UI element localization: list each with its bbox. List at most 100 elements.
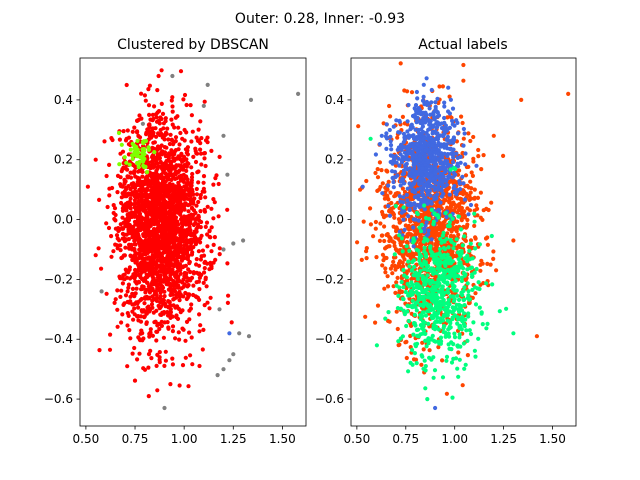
dbscan-point-series-0 (197, 312, 202, 317)
actual-point-series-1 (432, 117, 437, 122)
actual-point-series-0 (382, 196, 387, 201)
dbscan-point-series-0 (182, 201, 187, 206)
dbscan-point-series-2 (231, 241, 236, 246)
dbscan-point-series-0 (197, 329, 202, 334)
actual-point-series-1 (444, 214, 449, 220)
actual-point-series-1 (455, 161, 460, 166)
dbscan-point-series-0 (144, 217, 150, 222)
dbscan-point-series-0 (198, 323, 203, 328)
dbscan-point-series-0 (119, 320, 124, 325)
actual-point-series-1 (405, 144, 410, 149)
actual-point-series-2 (407, 248, 412, 253)
actual-point-series-1 (360, 184, 365, 189)
dbscan-point-series-0 (126, 152, 131, 157)
dbscan-point-series-0 (176, 330, 181, 335)
dbscan-point-series-0 (154, 338, 159, 343)
dbscan-point-series-0 (157, 360, 162, 365)
dbscan-point-series-0 (180, 363, 186, 368)
dbscan-point-series-0 (140, 260, 145, 265)
actual-point-series-0 (383, 266, 388, 271)
dbscan-point-series-0 (196, 272, 201, 277)
dbscan-point-series-0 (202, 207, 207, 212)
actual-point-series-1 (404, 153, 409, 158)
dbscan-point-series-0 (152, 183, 157, 188)
actual-points (355, 61, 571, 411)
actual-point-series-0 (412, 228, 417, 233)
actual-point-series-1 (441, 174, 446, 179)
actual-point-series-1 (433, 405, 438, 411)
actual-point-series-1 (442, 104, 447, 109)
dbscan-point-series-0 (161, 183, 166, 188)
dbscan-point-series-0 (124, 82, 129, 88)
actual-point-series-0 (469, 186, 474, 191)
actual-point-series-1 (396, 130, 401, 135)
dbscan-point-series-0 (146, 365, 151, 370)
actual-point-series-1 (424, 172, 429, 177)
actual-point-series-0 (468, 138, 473, 144)
actual-point-series-0 (394, 309, 399, 314)
actual-point-series-1 (452, 190, 458, 195)
actual-point-series-2 (450, 216, 455, 221)
dbscan-point-series-0 (176, 285, 181, 290)
dbscan-point-series-0 (107, 162, 112, 167)
dbscan-point-series-0 (170, 122, 175, 127)
dbscan-point-series-0 (209, 249, 214, 254)
actual-point-series-0 (464, 191, 469, 197)
dbscan-point-series-0 (175, 226, 181, 232)
dbscan-point-series-0 (159, 229, 164, 234)
dbscan-point-series-0 (143, 209, 148, 215)
scatter-panel-actual: Actual labels 0.50 0.75 1.00 1.25 1.500.40.2… (315, 37, 577, 446)
actual-point-series-0 (455, 210, 460, 215)
actual-point-series-0 (419, 362, 424, 367)
dbscan-point-series-0 (136, 209, 141, 215)
dbscan-point-series-0 (169, 292, 174, 297)
dbscan-point-series-0 (184, 237, 189, 243)
dbscan-point-series-0 (136, 201, 141, 206)
dbscan-point-series-0 (126, 282, 131, 287)
dbscan-point-series-0 (163, 267, 168, 272)
actual-point-series-2 (414, 361, 419, 366)
actual-point-series-0 (403, 340, 408, 345)
dbscan-point-series-0 (169, 177, 174, 182)
actual-point-series-1 (442, 100, 447, 105)
dbscan-point-series-0 (168, 267, 173, 272)
actual-point-series-1 (409, 122, 414, 127)
actual-point-series-1 (421, 226, 427, 231)
actual-point-series-0 (451, 234, 456, 239)
dbscan-point-series-0 (209, 148, 214, 153)
dbscan-point-series-0 (171, 191, 176, 196)
dbscan-point-series-0 (155, 247, 160, 252)
dbscan-point-series-0 (174, 254, 180, 259)
actual-point-series-0 (391, 259, 396, 264)
dbscan-point-series-0 (205, 204, 210, 209)
dbscan-point-series-0 (178, 157, 183, 162)
dbscan-point-series-0 (201, 280, 206, 285)
dbscan-points (85, 68, 301, 411)
dbscan-point-series-0 (170, 184, 175, 190)
dbscan-point-series-0 (130, 211, 135, 216)
dbscan-point-series-1 (127, 162, 132, 167)
dbscan-point-series-0 (191, 245, 196, 250)
dbscan-point-series-0 (151, 235, 156, 240)
actual-point-series-0 (393, 235, 398, 240)
dbscan-point-series-0 (188, 228, 193, 233)
actual-point-series-1 (463, 151, 468, 156)
dbscan-point-series-0 (143, 197, 148, 203)
dbscan-point-series-1 (143, 164, 148, 169)
actual-point-series-1 (410, 189, 415, 194)
dbscan-point-series-0 (186, 245, 191, 250)
actual-point-series-1 (407, 207, 412, 212)
actual-point-series-2 (440, 284, 445, 289)
dbscan-point-series-0 (194, 186, 199, 192)
dbscan-point-series-0 (192, 196, 197, 201)
dbscan-point-series-2 (221, 247, 226, 252)
dbscan-point-series-1 (136, 164, 141, 170)
dbscan-point-series-0 (150, 333, 155, 338)
actual-point-series-0 (373, 219, 378, 225)
dbscan-point-series-0 (151, 162, 156, 167)
dbscan-point-series-0 (159, 101, 164, 106)
dbscan-point-series-0 (166, 276, 172, 281)
actual-point-series-0 (392, 243, 397, 249)
actual-point-series-0 (394, 280, 399, 285)
actual-point-series-0 (409, 323, 414, 328)
